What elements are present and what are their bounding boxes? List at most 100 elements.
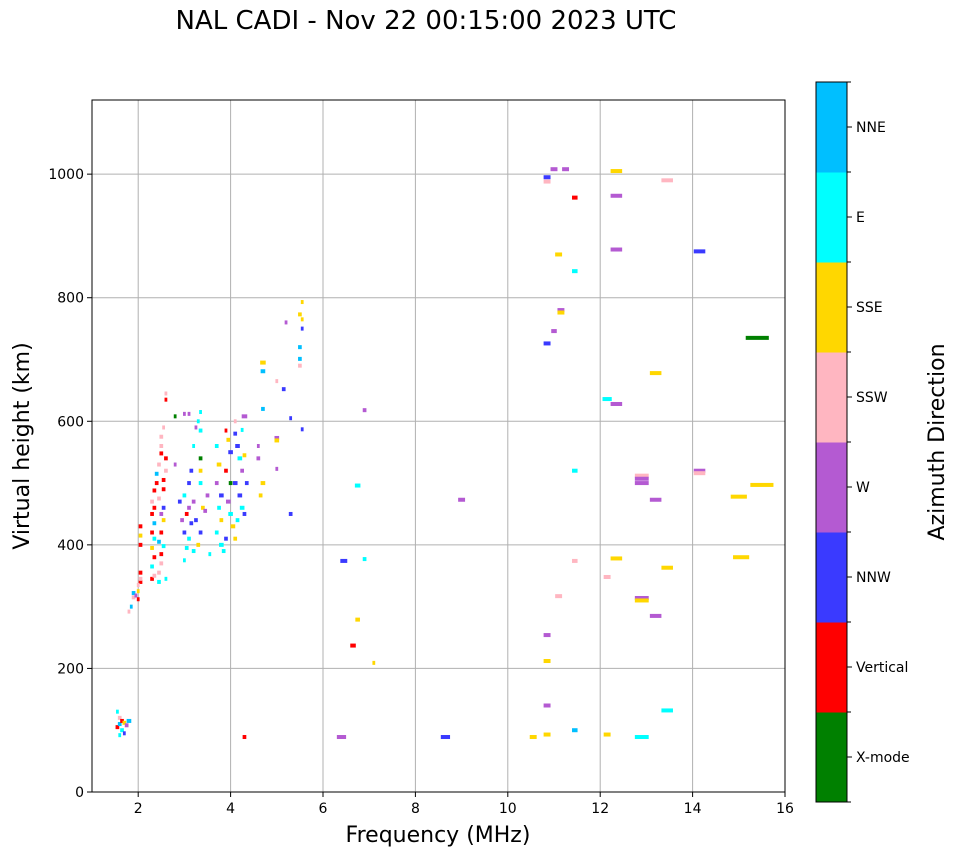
colorbar-segment <box>816 712 847 803</box>
data-point-e <box>182 493 187 498</box>
colorbar-segment <box>816 82 847 173</box>
data-point-sse <box>230 524 236 529</box>
data-point-e <box>362 557 367 562</box>
data-point-sse <box>300 300 304 305</box>
data-point-nnw <box>187 481 191 486</box>
data-point-sse <box>196 542 201 547</box>
data-point-vertical <box>138 579 143 584</box>
data-point-ssw <box>157 496 161 501</box>
data-point-e <box>572 468 578 473</box>
data-points <box>115 167 774 740</box>
x-tick-label: 6 <box>319 801 328 817</box>
data-point-w <box>610 193 623 198</box>
data-point-sse <box>555 252 563 257</box>
colorbar: X-mode Vertical NNW W SSW SSE E NNE <box>815 81 910 803</box>
data-point-nnw <box>289 416 293 421</box>
data-point-sse <box>201 505 205 510</box>
data-point-w <box>274 435 280 440</box>
data-point-vertical <box>159 530 164 535</box>
colorbar-label-nnw: NNW <box>856 570 891 586</box>
x-tick-label: 8 <box>411 801 420 817</box>
data-point-ssw <box>131 595 136 600</box>
data-point-w <box>159 511 164 516</box>
data-point-e <box>235 518 240 523</box>
data-point-vertical <box>138 524 143 529</box>
data-point-e <box>184 545 189 550</box>
data-point-w <box>543 703 551 708</box>
data-point-nnw <box>281 387 286 392</box>
data-point-nne <box>117 722 122 727</box>
data-point-w <box>256 444 260 448</box>
data-point-ssw <box>138 576 143 581</box>
data-point-nne <box>298 345 302 350</box>
data-point-nnw <box>340 558 348 563</box>
colorbar-segment <box>816 622 847 713</box>
y-tick-label: 400 <box>57 538 84 554</box>
data-point-nnw <box>228 450 233 455</box>
y-tick-label: 200 <box>57 661 84 677</box>
data-point-vertical <box>224 468 228 473</box>
data-point-vertical <box>115 725 120 730</box>
data-point-vertical <box>224 428 228 433</box>
colorbar-segment <box>816 442 847 533</box>
data-point-sse <box>136 589 140 594</box>
data-point-vertical <box>159 451 164 456</box>
data-point-ssw <box>693 471 706 476</box>
data-point-e <box>196 419 200 424</box>
data-point-x-mode <box>173 414 177 419</box>
data-point-w <box>173 462 177 467</box>
data-point-ssw <box>233 419 237 424</box>
data-point-nnw <box>194 518 198 523</box>
data-point-nnw <box>219 493 224 498</box>
data-point-ssw <box>298 363 302 368</box>
chart-title: NAL CADI - Nov 22 00:15:00 2023 UTC <box>175 6 677 36</box>
data-point-w <box>205 493 210 498</box>
data-point-ssw <box>157 570 161 575</box>
data-point-e <box>661 708 673 713</box>
data-point-w <box>550 167 558 172</box>
data-point-sse <box>730 494 747 499</box>
data-point-sse <box>138 533 143 538</box>
data-point-w <box>240 468 244 473</box>
data-point-nnw <box>543 175 551 180</box>
data-point-sse <box>216 462 222 467</box>
data-point-ssw <box>555 594 563 599</box>
data-point-nnw <box>182 530 187 535</box>
data-point-e <box>237 456 243 461</box>
data-point-x-mode <box>198 456 203 461</box>
data-point-e <box>192 444 196 448</box>
x-tick-label: 12 <box>591 801 609 817</box>
data-point-nne <box>152 521 157 526</box>
data-point-e <box>217 505 221 510</box>
data-point-e <box>214 444 219 448</box>
data-point-sse <box>603 732 611 737</box>
data-point-ssw <box>164 468 168 473</box>
colorbar-label: Azimuth Direction <box>925 343 950 540</box>
x-tick-label: 10 <box>499 801 517 817</box>
data-point-w <box>214 481 219 486</box>
data-point-w <box>693 468 706 473</box>
data-point-e <box>228 511 233 516</box>
data-point-nnw <box>543 341 551 346</box>
data-point-sse <box>610 169 623 174</box>
axes: 2 4 6 8 10 12 14 16 0 200 400 600 800 1000 <box>48 167 794 817</box>
data-point-w <box>458 497 466 502</box>
data-point-w <box>551 329 557 334</box>
x-tick-label: 14 <box>684 801 702 817</box>
data-point-w <box>256 456 261 461</box>
colorbar-label-vertical: Vertical <box>856 660 908 676</box>
plot-frame <box>91 99 786 793</box>
data-point-vertical <box>164 397 168 402</box>
data-point-w <box>124 723 129 728</box>
data-point-vertical <box>138 570 143 575</box>
data-point-ssw <box>543 179 551 184</box>
data-point-e <box>157 579 161 584</box>
data-point-w <box>180 518 184 523</box>
y-tick-label: 1000 <box>48 167 84 183</box>
data-point-e <box>116 709 119 714</box>
x-tick-label: 4 <box>226 801 235 817</box>
data-point-e <box>634 735 649 740</box>
data-point-ssw <box>157 462 161 467</box>
data-point-sse <box>557 310 565 315</box>
data-point-w <box>187 411 191 416</box>
